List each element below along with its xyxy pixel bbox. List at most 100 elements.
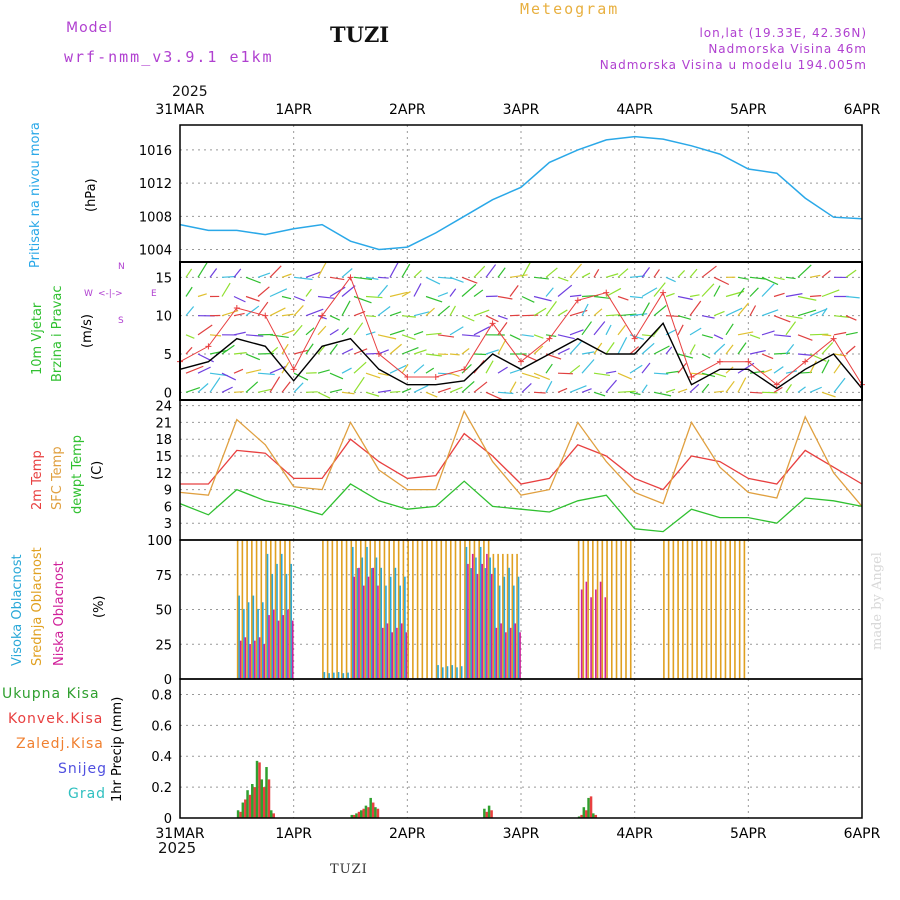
wind-arrow — [461, 283, 477, 297]
wind-arrow — [725, 380, 735, 393]
wind-arrow — [761, 330, 775, 336]
wind-arrow — [629, 346, 640, 355]
pressure-tick-label: 1012 — [139, 177, 172, 192]
wind-arrow — [461, 315, 475, 322]
wind-arrow — [797, 295, 817, 301]
day-label-bottom: 2APR — [389, 826, 426, 842]
wind-arrow — [761, 283, 775, 297]
wind-arrow — [485, 315, 499, 323]
cloud-high-bar — [494, 567, 496, 679]
cloud-low-bar — [254, 640, 256, 679]
wind-arrow — [269, 376, 281, 393]
cloud-mid-bar — [682, 540, 684, 679]
wind-arrow — [281, 381, 291, 393]
wind-arrow — [257, 286, 270, 297]
cloud-high-bar — [470, 568, 473, 679]
cloud-mid-bar — [449, 540, 452, 679]
wind-arrow — [629, 295, 644, 299]
wind-arrow — [389, 329, 405, 336]
wind-arrow — [185, 365, 204, 374]
cloud-mid-bar — [345, 540, 348, 679]
cloud-mid-bar — [663, 540, 665, 679]
cloud-low-bar — [590, 597, 592, 679]
wind-gust-marker — [489, 320, 496, 327]
wind-arrow — [785, 276, 796, 280]
wind-arrow — [737, 377, 747, 393]
day-label-bottom: 6APR — [844, 826, 881, 842]
wind-arrow — [437, 372, 452, 375]
cloud-mid-bar — [260, 540, 263, 679]
cloud-low-bar — [585, 581, 588, 679]
cloud-mid-bar — [407, 540, 409, 679]
wind-gust-marker — [660, 289, 667, 296]
wind-arrow — [425, 391, 438, 398]
wind-arrow — [833, 377, 846, 393]
wind-arrow — [305, 343, 314, 355]
cloud-high-bar — [441, 667, 444, 679]
wind-arrow — [689, 294, 700, 298]
wind-arrow — [761, 368, 773, 374]
wind-arrow — [317, 262, 327, 278]
cloud-mid-bar — [350, 540, 353, 679]
wind-arrow — [365, 391, 380, 397]
wind-arrow — [365, 372, 381, 379]
compass-north: N — [118, 262, 125, 272]
wind-arrow — [257, 301, 269, 317]
cloud-high-bar — [484, 568, 487, 679]
wind-arrow — [665, 292, 675, 298]
pressure-tick-label: 1004 — [139, 244, 172, 259]
cloud-high-bar — [498, 585, 501, 679]
wind-arrow — [269, 307, 286, 317]
wind-arrow — [197, 383, 209, 393]
cloud-mid-bar — [587, 540, 589, 679]
cloud-low-bar — [277, 620, 280, 679]
wind-arrow — [209, 334, 222, 337]
legend-snow: Snijeg — [58, 761, 108, 777]
wind-arrow — [221, 309, 239, 317]
wind-arrow — [761, 353, 774, 360]
wind-arrow — [293, 372, 309, 381]
wind-arrow — [521, 382, 532, 393]
cloud-low-bar — [272, 609, 275, 679]
panel-frame — [179, 261, 863, 401]
wind-arrow — [245, 276, 261, 284]
precip-convective-bar — [376, 808, 380, 818]
wind-arrow — [533, 372, 550, 381]
wind-arrow — [365, 315, 376, 318]
wind-arrow — [269, 365, 287, 374]
wind-arrow — [425, 276, 441, 285]
wind-arrow — [617, 372, 633, 380]
wind-arrow — [617, 268, 629, 278]
wind-arrow — [209, 268, 218, 278]
cloud-high-bar — [243, 608, 245, 679]
cloud-mid-bar — [322, 540, 324, 679]
pressure-tick-label: 1008 — [139, 210, 172, 225]
wind-arrow — [293, 305, 304, 317]
wind-arrow — [521, 295, 535, 303]
wind-arrow — [209, 349, 228, 355]
wind-arrow — [569, 364, 581, 374]
wind-arrow — [737, 342, 747, 355]
wind-arrow — [509, 274, 528, 278]
precip-total-bar — [355, 813, 358, 818]
cloud-mid-bar — [274, 540, 277, 679]
wind-arrow — [593, 391, 606, 397]
day-label-bottom: 31MAR — [155, 826, 204, 842]
wind-arrow — [377, 349, 389, 355]
wind-arrow — [473, 289, 484, 297]
wind-arrow — [281, 362, 290, 374]
precip-total-bar — [350, 814, 353, 818]
wind-arrow — [497, 267, 506, 278]
cloud-high-bar — [385, 585, 387, 679]
cloud-high-bar — [399, 585, 401, 679]
cloud-mid-bar — [506, 553, 509, 679]
wind-arrow — [293, 276, 313, 281]
wind-arrow — [389, 262, 399, 278]
cloud-high-bar — [252, 595, 255, 679]
wind-gust-marker — [745, 358, 752, 365]
wind-arrow — [557, 372, 573, 375]
wind-arrow — [617, 324, 626, 336]
precip-tick-label: 0.2 — [151, 781, 172, 796]
cloud-mid-bar — [492, 553, 495, 679]
wind-arrow — [353, 276, 373, 281]
